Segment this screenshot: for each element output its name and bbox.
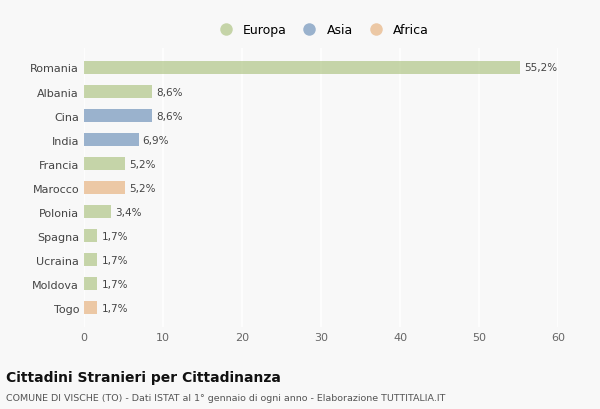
Bar xyxy=(84,62,520,75)
Text: 6,9%: 6,9% xyxy=(142,135,169,145)
Text: 5,2%: 5,2% xyxy=(129,183,155,193)
Bar xyxy=(84,301,97,315)
Bar xyxy=(84,86,152,99)
Bar xyxy=(84,254,97,267)
Text: COMUNE DI VISCHE (TO) - Dati ISTAT al 1° gennaio di ogni anno - Elaborazione TUT: COMUNE DI VISCHE (TO) - Dati ISTAT al 1°… xyxy=(6,393,445,402)
Bar xyxy=(84,157,125,171)
Bar xyxy=(84,134,139,147)
Bar xyxy=(84,277,97,290)
Text: 5,2%: 5,2% xyxy=(129,159,155,169)
Text: 55,2%: 55,2% xyxy=(524,63,557,73)
Text: Cittadini Stranieri per Cittadinanza: Cittadini Stranieri per Cittadinanza xyxy=(6,370,281,384)
Text: 1,7%: 1,7% xyxy=(101,303,128,313)
Bar xyxy=(84,110,152,123)
Bar xyxy=(84,182,125,195)
Legend: Europa, Asia, Africa: Europa, Asia, Africa xyxy=(211,22,431,40)
Bar xyxy=(84,229,97,243)
Text: 1,7%: 1,7% xyxy=(101,255,128,265)
Text: 8,6%: 8,6% xyxy=(156,111,182,121)
Text: 1,7%: 1,7% xyxy=(101,231,128,241)
Text: 3,4%: 3,4% xyxy=(115,207,142,217)
Bar xyxy=(84,205,111,219)
Text: 8,6%: 8,6% xyxy=(156,87,182,97)
Text: 1,7%: 1,7% xyxy=(101,279,128,289)
